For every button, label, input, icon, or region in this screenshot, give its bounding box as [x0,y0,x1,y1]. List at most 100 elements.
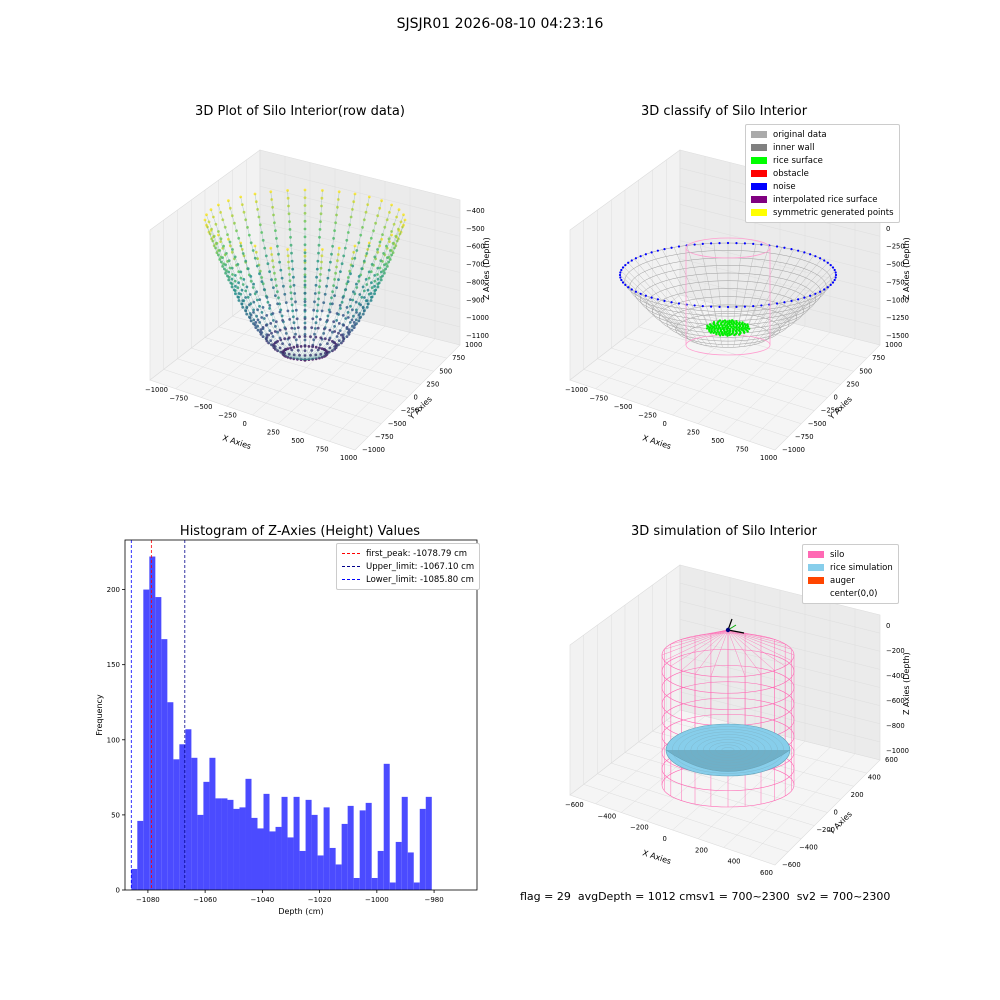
panel1-y-tick-label: 0 [414,394,418,402]
histogram-bar [305,799,312,890]
panel1-grid-line [259,240,461,291]
panel1-mesh-line [304,214,404,361]
footer-status: flag = 29 avgDepth = 1012 cmsv1 = 700~23… [520,890,891,903]
legend-swatch [751,209,767,216]
histogram-x-tick-label: −1080 [136,896,160,904]
histogram-bar [179,744,186,890]
center-axis [727,629,745,634]
panel2-noise-point [752,305,755,308]
panel2-x-tick-label: −250 [638,412,657,420]
panel1-mesh-line [210,209,306,361]
panel2-noise-point [621,266,625,269]
panel1-mesh-line [218,204,306,361]
panel2-rice-surface-point [708,323,712,326]
panel1-y-tick-label: −500 [388,420,407,428]
histogram-bar [221,798,228,890]
panel2-rice-surface-point [743,331,746,334]
panel1-grid-line [303,332,411,433]
panel1-data-point [353,244,357,248]
legend-item: original data [751,128,894,141]
panel2-noise-point [677,245,681,248]
silo-roof-line [664,629,729,650]
panel1-grid-line [277,326,386,424]
panel4-3d-plot: −600 −400 −200 0 200 400 600 −600 −400 −200 0 200 40… [565,564,911,875]
panel2-original-data-line [662,249,703,326]
panel1-data-point [367,195,371,199]
panel2-noise-point [790,299,793,302]
panel2-y-tick-label: 0 [834,394,838,402]
panel2-x-tick-label: 1000 [760,454,777,460]
histogram-legend: first_peak: -1078.79 cm Upper_limit: -106… [336,543,481,590]
panel2-noise-point [760,243,763,246]
panel2-original-data-line [619,274,687,336]
panel2-pane-floor [569,294,881,451]
panel1-mesh-line [204,219,306,361]
silo-roof-line [727,629,792,650]
panel1-mesh-line [304,196,370,361]
panel2-noise-point [644,253,647,256]
histogram-y-tick-label: 50 [111,811,120,819]
legend-label: interpolated rice surface [773,194,878,205]
panel1-x-tick-label: 500 [291,437,304,445]
legend-swatch [751,144,767,151]
legend-label: original data [773,129,827,140]
panel1-mesh-line [304,209,400,361]
panel2-noise-point [630,288,633,291]
panel2-y-tick-label: −500 [808,420,827,428]
panel2-y-tick-label: 1000 [885,341,902,349]
panel4-legend: silo rice simulation auger center(0,0) [802,544,899,604]
panel2-original-data-line [651,252,699,327]
panel2-rice-surface-point [718,319,722,322]
panel4-x-tick-label: −600 [565,801,584,809]
panel2-rice-surface-point [726,320,729,323]
panel2-rice-surface-point [726,334,729,337]
legend-swatch [751,183,767,190]
panel1-mesh-line [228,200,306,361]
panel2-noise-point [670,301,673,304]
panel1-axes-box: −1000−750−500−25002505007501000−1000−750… [145,149,491,460]
panel2-point-cloud [618,237,838,356]
panel2-z-tick-label: −750 [886,278,905,286]
panel2-rice-surface-point [728,319,731,323]
panel2-noise-point [775,245,779,248]
panel2-original-data-line [686,304,713,347]
panel4-grid-line [679,637,881,688]
panel2-rice-surface-point [712,331,715,335]
rice-mesh-ring [715,744,741,756]
panel2-noise-point [826,261,829,264]
panel2-noise-point [818,257,822,260]
panel2-x-tick-label: −1000 [565,386,588,394]
rice-mesh-ring [678,729,778,771]
panel2-original-data-line [757,297,805,344]
legend-swatch [808,564,824,571]
histogram-x-tick-label: −1020 [308,896,332,904]
rice-mesh-ring [684,731,772,769]
panel1-data-point [337,246,341,250]
histogram-bar [371,877,378,890]
panel2-rice-surface-point [708,329,711,333]
panel1-mesh-line [304,191,340,361]
panel2-rice-surface-point [730,320,733,324]
panel2-grid-line [672,319,781,416]
panel2-original-data-line [623,266,688,332]
panel4-grid-line [679,691,881,743]
panel2-original-data-line [748,302,783,346]
panel2-legend: original data inner wall rice surface obsta… [745,124,900,223]
panel2-noise-point [619,276,622,279]
panel2-rice-surface-point [709,331,712,334]
panel2-rice-surface-point [730,319,734,322]
histogram-y-tick-label: 200 [107,586,120,594]
panel2-rice-surface-point [718,334,722,337]
panel2-noise-point [650,251,653,254]
histogram-bar [227,799,234,890]
panel1-y-tick-label: −250 [401,407,420,415]
panel2-noise-point [803,251,806,254]
panel2-grid-line [679,222,881,273]
panel2-original-data-line [673,247,708,325]
panel1-x-tick-label: −1000 [145,386,168,394]
histogram-bar [149,556,156,890]
panel2-noise-point [790,248,793,251]
panel2-rice-surface-point [728,333,731,337]
silo-roof-line [710,629,729,634]
panel2-rice-surface-point [726,332,729,336]
